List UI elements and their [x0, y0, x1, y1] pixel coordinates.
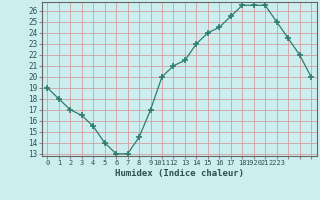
X-axis label: Humidex (Indice chaleur): Humidex (Indice chaleur) [115, 169, 244, 178]
